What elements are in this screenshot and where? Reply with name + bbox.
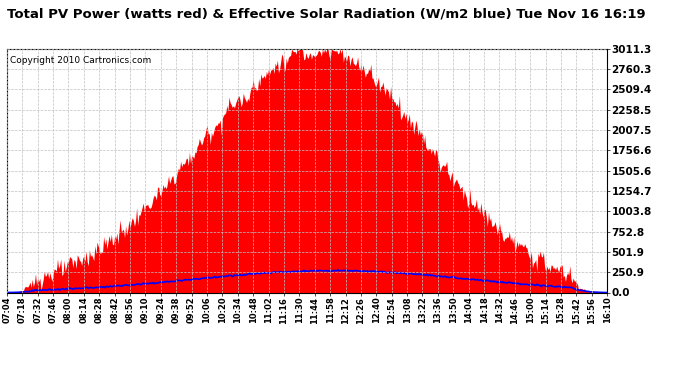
Text: Total PV Power (watts red) & Effective Solar Radiation (W/m2 blue) Tue Nov 16 16: Total PV Power (watts red) & Effective S… [7,8,646,21]
Text: Copyright 2010 Cartronics.com: Copyright 2010 Cartronics.com [10,56,151,65]
